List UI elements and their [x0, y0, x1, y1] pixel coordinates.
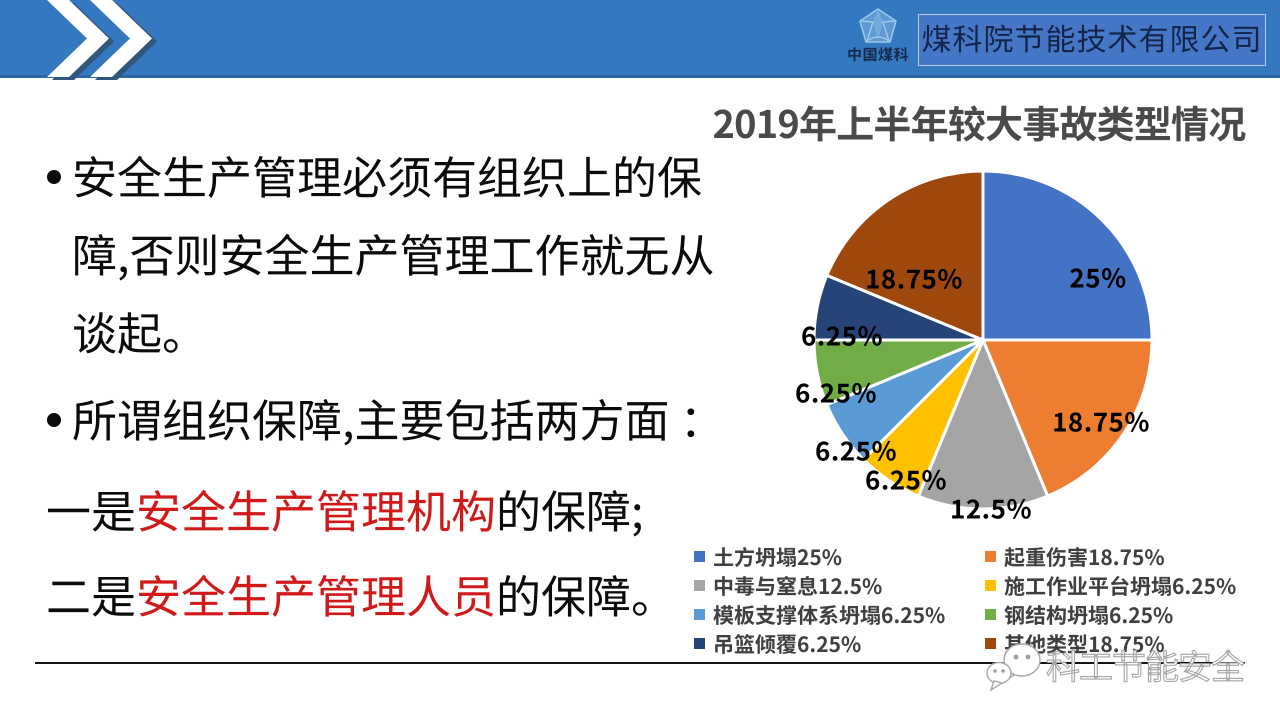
legend-label: 土方坍塌25% — [713, 541, 843, 572]
body-paragraph-1-line-3: 谈起。 — [72, 298, 208, 363]
legend-label: 施工作业平台坍塌6.25% — [1004, 570, 1237, 601]
legend-swatch — [694, 638, 705, 649]
company-name-box: 煤科院节能技术有限公司 — [918, 14, 1266, 66]
body-paragraph-2: •所谓组织保障,主要包括两方面 ： — [46, 392, 725, 444]
pie-slice-3 — [916, 338, 1050, 511]
red-emphasis-text: 安全生产管理人员 — [136, 561, 497, 626]
pie-data-label: 6.25% — [864, 460, 948, 498]
legend-item: 施工作业平台坍塌6.25% — [985, 570, 1237, 601]
legend-swatch — [985, 551, 996, 562]
pie-data-label: 6.25% — [800, 316, 884, 354]
legend-swatch — [694, 551, 705, 562]
watermark-text: 科工节能安全 — [1045, 639, 1245, 689]
pie-data-label: 18.75% — [1052, 402, 1150, 440]
legend-item: 吊篮倾覆6.25% — [694, 628, 945, 659]
bullet-marker: • — [46, 149, 72, 201]
red-emphasis-text: 安全生产管理机构 — [136, 476, 497, 541]
logo-gem-icon — [859, 8, 897, 43]
body-paragraph-1-line-2: 障,否则安全生产管理工作就无从 — [72, 220, 715, 285]
legend-column-left: 土方坍塌25% 中毒与窒息12.5% 模板支撑体系坍塌6.25% 吊篮倾覆6.25% — [694, 541, 946, 659]
body-paragraph-3: 一是安全生产管理机构的保障; — [46, 476, 644, 541]
legend-swatch — [985, 609, 996, 620]
banner-bottom-edge — [0, 75, 1280, 78]
company-logo: 中国煤科 — [840, 8, 916, 70]
bottom-divider-line — [35, 662, 1245, 664]
watermark: 科工节能安全 — [980, 626, 1270, 700]
body-paragraph-1-line-1: •安全生产管理必须有组织上的保 — [46, 149, 702, 201]
legend-item: 钢结构坍塌6.25% — [985, 599, 1236, 630]
legend-item: 土方坍塌25% — [694, 541, 945, 572]
double-chevron-icon — [47, 0, 157, 80]
pie-slice-1 — [981, 169, 1154, 342]
company-name: 煤科院节能技术有限公司 — [921, 15, 1263, 59]
legend-label: 起重伤害18.75% — [1004, 541, 1165, 572]
legend-item: 模板支撑体系坍塌6.25% — [694, 599, 946, 630]
pie-slice-8 — [825, 169, 985, 342]
legend-label: 模板支撑体系坍塌6.25% — [713, 599, 946, 630]
legend-swatch — [985, 580, 996, 591]
legend-label: 钢结构坍塌6.25% — [1004, 599, 1174, 630]
pie-data-label: 18.75% — [865, 259, 963, 297]
legend-label: 中毒与窒息12.5% — [713, 570, 883, 601]
legend-swatch — [694, 609, 705, 620]
legend-item: 中毒与窒息12.5% — [694, 570, 945, 601]
legend-swatch — [694, 580, 705, 591]
bullet-marker: • — [46, 392, 72, 444]
chart-title: 2019年上半年较大事故类型情况 — [712, 94, 1247, 149]
pie-data-label: 12.5% — [949, 489, 1033, 527]
legend-label: 吊篮倾覆6.25% — [713, 628, 862, 659]
pie-chart — [812, 169, 1154, 511]
logo-text: 中国煤科 — [846, 44, 909, 65]
pie-slice-2 — [981, 338, 1154, 498]
legend-swatch — [985, 638, 996, 649]
pie-data-label: 25% — [1069, 258, 1127, 296]
pie-data-label: 6.25% — [794, 373, 878, 411]
pie-data-label: 6.25% — [814, 431, 898, 469]
body-paragraph-4: 二是安全生产管理人员的保障。 — [46, 561, 677, 626]
wechat-icon — [986, 643, 1041, 692]
legend-item: 起重伤害18.75% — [985, 541, 1236, 572]
